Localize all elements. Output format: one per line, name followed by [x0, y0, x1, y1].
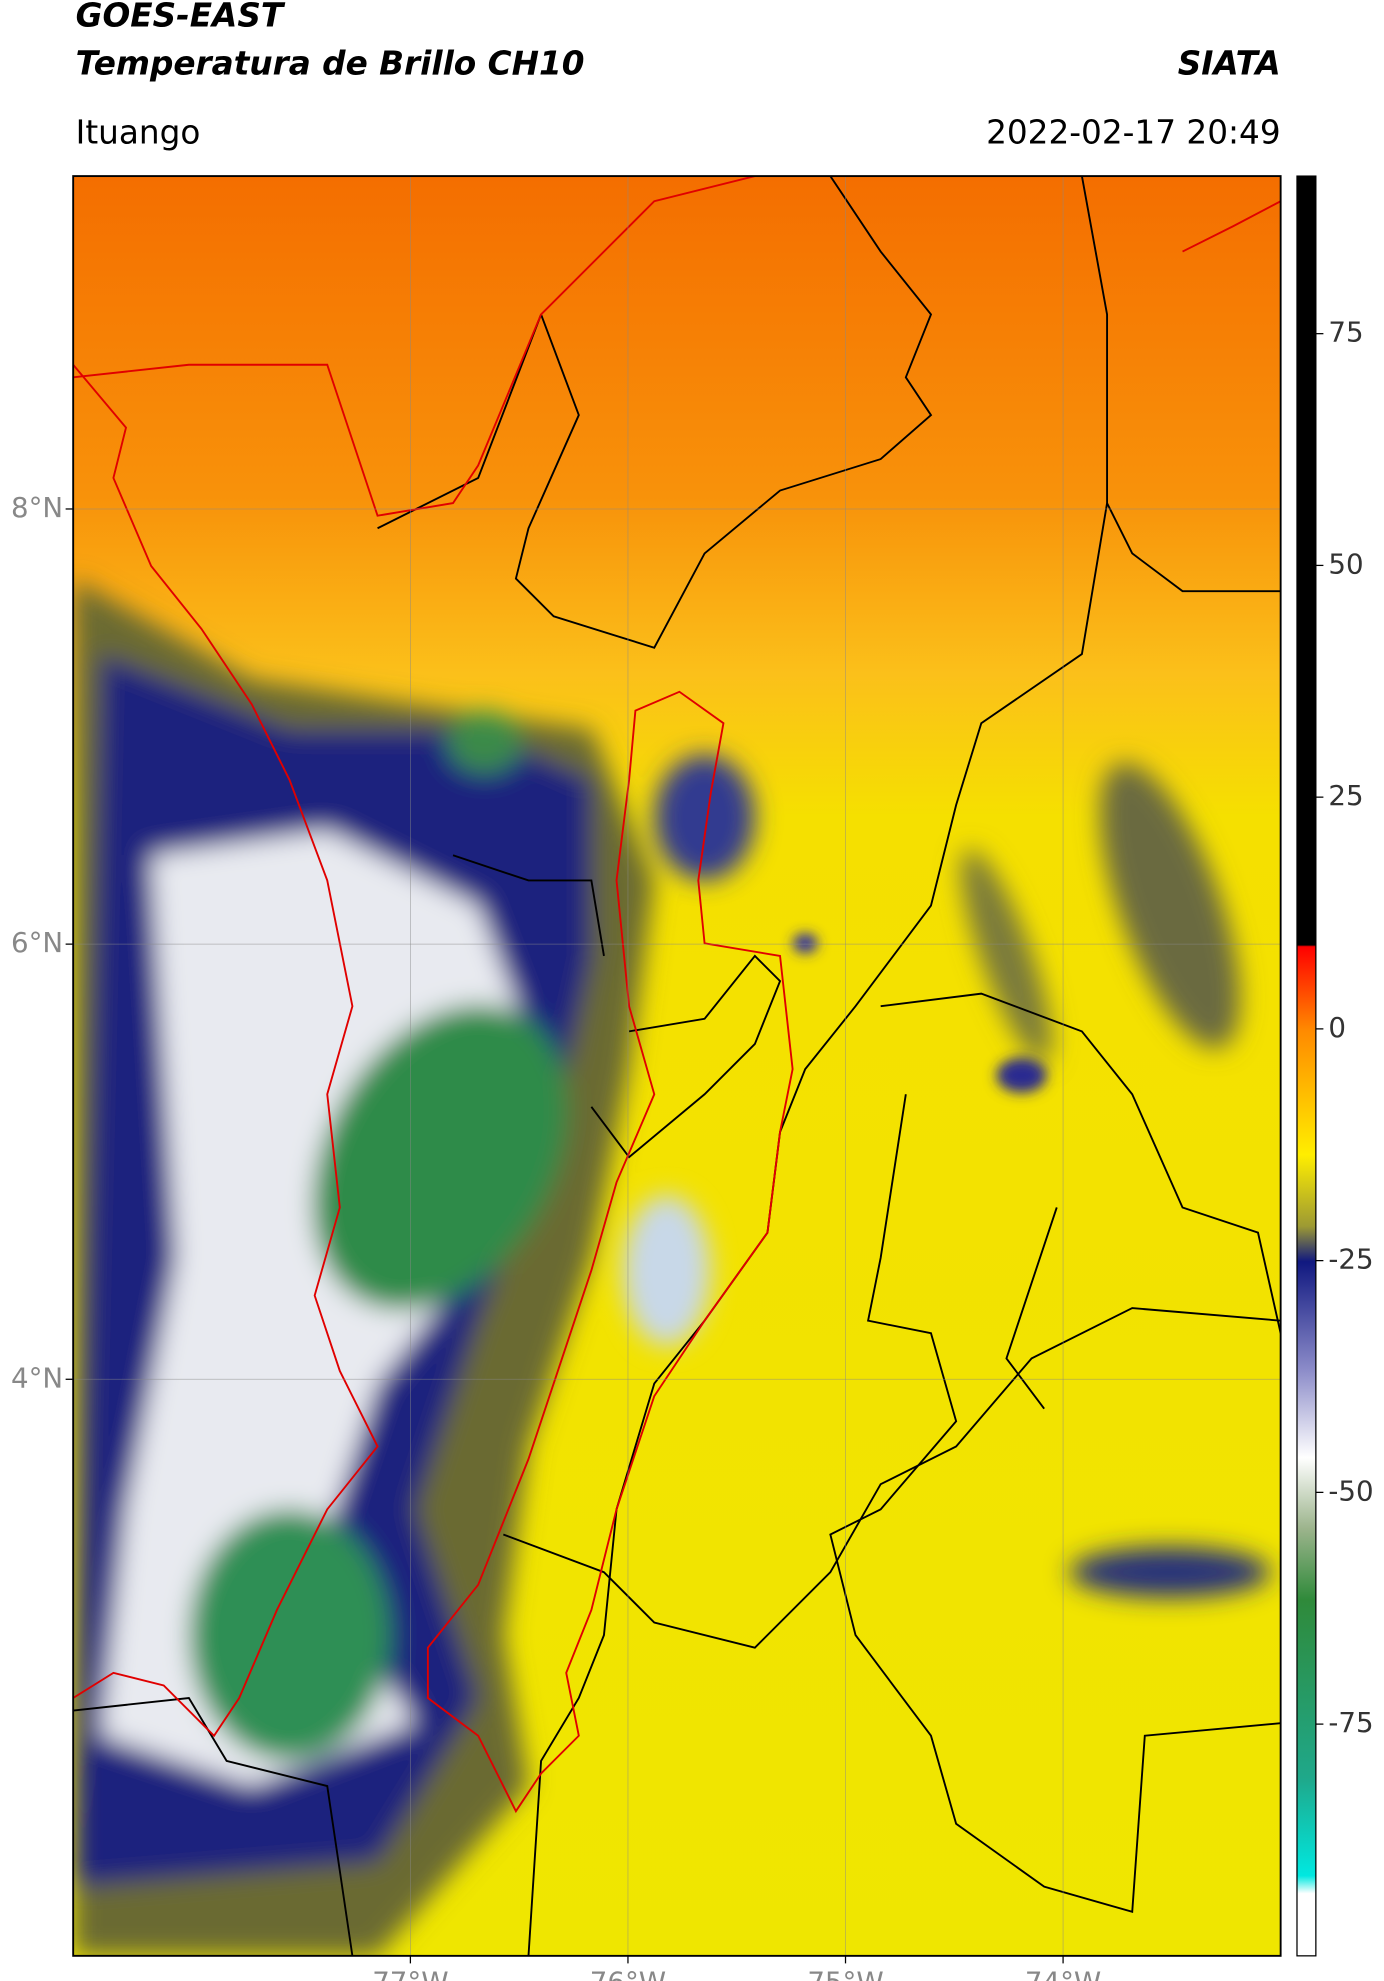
colorbar-tick-label: 50 — [1328, 547, 1363, 580]
subtitle: Temperatura de Brillo CH10 — [76, 44, 585, 82]
colorbar-tick-label: -75 — [1328, 1706, 1373, 1739]
satellite-image — [73, 176, 1281, 1956]
colorbar-tick-label: 25 — [1328, 779, 1363, 812]
y-tick-label: 6°N — [11, 926, 63, 959]
colorbar-tick-label: -25 — [1328, 1243, 1373, 1276]
colorbar-tick-label: 0 — [1328, 1011, 1346, 1044]
datetime: 2022-02-17 20:49 — [986, 114, 1281, 152]
x-tick-label: 77°W — [372, 1966, 448, 1981]
colorbar — [1296, 175, 1317, 1957]
y-tick-label: 8°N — [11, 491, 63, 524]
y-tick-label: 4°N — [11, 1361, 63, 1394]
map-frame — [72, 175, 1282, 1957]
colorbar-tick-label: -50 — [1328, 1474, 1373, 1507]
title: GOES-EAST — [76, 0, 286, 35]
grid — [73, 176, 1281, 1956]
location: Ituango — [76, 114, 201, 152]
colorbar-tick-label: 75 — [1328, 316, 1363, 349]
x-tick-label: 74°W — [1025, 1966, 1101, 1981]
x-tick-label: 75°W — [807, 1966, 883, 1981]
source: SIATA — [1178, 44, 1281, 82]
x-tick-label: 76°W — [590, 1966, 666, 1981]
